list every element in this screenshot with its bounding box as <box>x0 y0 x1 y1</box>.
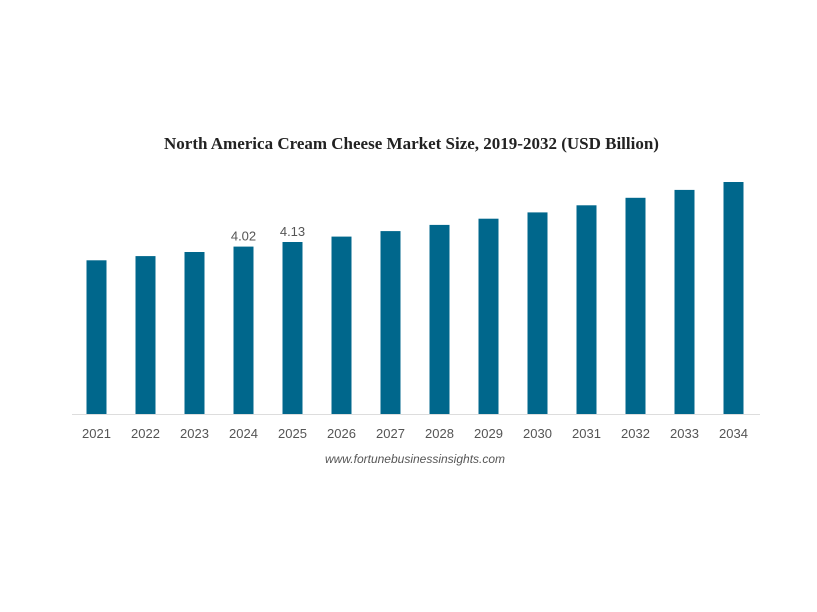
x-tick-label-2024: 2024 <box>229 426 258 441</box>
x-tick-label-2030: 2030 <box>523 426 552 441</box>
bar-2034 <box>723 182 744 414</box>
bar-2028 <box>429 224 450 414</box>
bar-2024 <box>233 246 254 414</box>
bar-2033 <box>674 189 695 414</box>
bar-2029 <box>478 218 499 414</box>
x-tick-label-2034: 2034 <box>719 426 748 441</box>
x-tick-label-2027: 2027 <box>376 426 405 441</box>
x-tick-label-2031: 2031 <box>572 426 601 441</box>
labels-layer: 2021 2022 2023 2024 4.02 2025 4.13 2026 2027 2028… <box>82 224 748 441</box>
x-tick-label-2032: 2032 <box>621 426 650 441</box>
data-label-2025: 4.13 <box>280 224 305 239</box>
data-label-2024: 4.02 <box>231 229 256 244</box>
x-tick-label-2028: 2028 <box>425 426 454 441</box>
x-tick-label-2023: 2023 <box>180 426 209 441</box>
bar-2026 <box>331 236 352 414</box>
x-tick-label-2029: 2029 <box>474 426 503 441</box>
bars-layer <box>86 182 744 414</box>
bar-2023 <box>184 252 205 414</box>
x-tick-label-2033: 2033 <box>670 426 699 441</box>
x-tick-label-2021: 2021 <box>82 426 111 441</box>
bar-2031 <box>576 205 597 414</box>
bar-2022 <box>135 256 156 414</box>
x-tick-label-2026: 2026 <box>327 426 356 441</box>
bar-2030 <box>527 212 548 414</box>
x-tick-label-2025: 2025 <box>278 426 307 441</box>
bar-2025 <box>282 242 303 414</box>
x-tick-label-2022: 2022 <box>131 426 160 441</box>
bar-2027 <box>380 231 401 414</box>
chart-title: North America Cream Cheese Market Size, … <box>164 134 659 153</box>
source-credit: www.fortunebusinessinsights.com <box>324 452 506 466</box>
bar-2032 <box>625 197 646 414</box>
bar-2021 <box>86 260 107 414</box>
